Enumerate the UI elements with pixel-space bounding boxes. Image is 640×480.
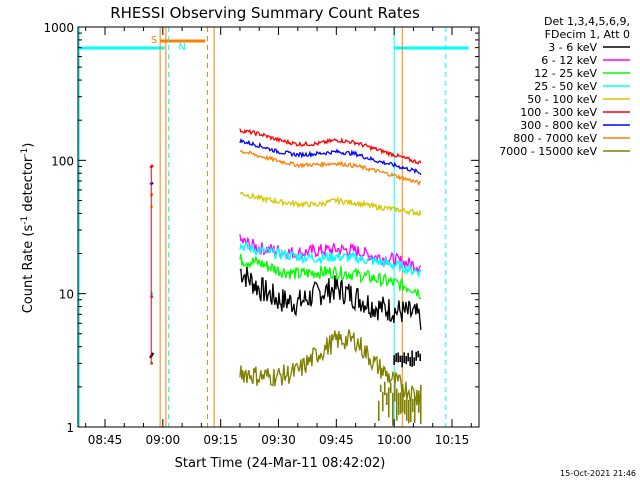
y-axis-label-part-3: ) [21, 143, 36, 148]
x-tick-label-4: 09:30 [261, 433, 296, 447]
series-line-9 [239, 329, 422, 406]
x-axis-label: Start Time (24-Mar-11 08:42:02) [175, 456, 386, 471]
legend-label-4: 25 - 50 keV [534, 80, 597, 93]
legend-label-2: 6 - 12 keV [541, 54, 597, 67]
y-axis-label: Count Rate (s-1 detector-1) [20, 143, 36, 314]
y-axis-label-part-1: Count Rate (s [21, 225, 36, 314]
annotation-s: S [151, 35, 157, 46]
y-tick-label-1: 1 [66, 421, 74, 435]
y-axis-label-sup-2: -1 [20, 148, 30, 157]
series-line-6 [239, 128, 422, 165]
series-line-8 [239, 150, 422, 187]
legend-header-line-1: Det 1,3,4,5,6,9, [544, 15, 630, 28]
data-gap-block-1 [393, 350, 421, 368]
footer-timestamp: 15-Oct-2021 21:46 [560, 469, 636, 478]
y-tick-label-4: 1000 [43, 21, 74, 35]
series-line-4 [239, 241, 422, 277]
series-line-3 [239, 253, 422, 300]
axis-ticks: 08:45 09:00 09:15 09:30 09:45 10:00 10:15 1 10 10… [43, 21, 479, 447]
series-line-5 [239, 191, 422, 217]
legend-label-6: 100 - 300 keV [520, 106, 597, 119]
legend: Det 1,3,4,5,6,9, FDecim 1, Att 0 3 - 6 k… [499, 15, 630, 158]
data-gap-block-2 [377, 381, 422, 426]
y-tick-label-3: 100 [51, 154, 74, 168]
x-tick-label-7: 10:15 [435, 433, 470, 447]
y-tick-label-2: 10 [59, 288, 74, 302]
y-axis-label-sup-1: -1 [20, 216, 30, 225]
y-axis-label-part-2: detector [21, 156, 36, 216]
annotation-n: N [178, 42, 185, 53]
x-tick-label-5: 09:45 [319, 433, 354, 447]
x-tick-label-3: 09:15 [203, 433, 238, 447]
series-line-1 [239, 266, 422, 330]
legend-label-3: 12 - 25 keV [534, 67, 597, 80]
legend-header-line-2: FDecim 1, Att 0 [545, 28, 630, 41]
legend-label-8: 800 - 7000 keV [513, 132, 597, 145]
x-tick-label-2: 09:00 [146, 433, 181, 447]
legend-label-9: 7000 - 15000 keV [499, 145, 597, 158]
legend-label-1: 3 - 6 keV [548, 41, 597, 54]
chart-title: RHESSI Observing Summary Count Rates [110, 4, 420, 22]
legend-label-7: 300 - 800 keV [520, 119, 597, 132]
series-line-7 [239, 137, 422, 176]
x-tick-label-1: 08:45 [88, 433, 123, 447]
x-tick-label-6: 10:00 [377, 433, 412, 447]
legend-label-5: 50 - 100 keV [527, 93, 597, 106]
plot-lines: SN [78, 27, 469, 427]
